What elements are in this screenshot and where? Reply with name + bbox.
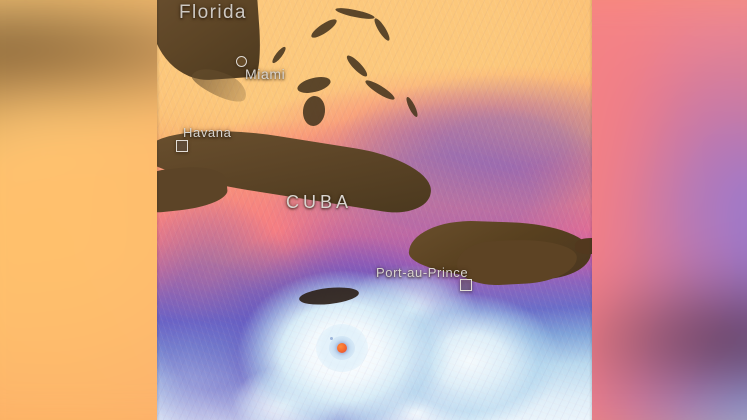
satellite-image-panel: Florida Miami Havana CUBA Port-au-Prince xyxy=(157,0,592,420)
storm-center-marker xyxy=(337,343,347,353)
landmass-puerto-rico xyxy=(574,237,592,255)
eye-speck xyxy=(330,337,333,340)
